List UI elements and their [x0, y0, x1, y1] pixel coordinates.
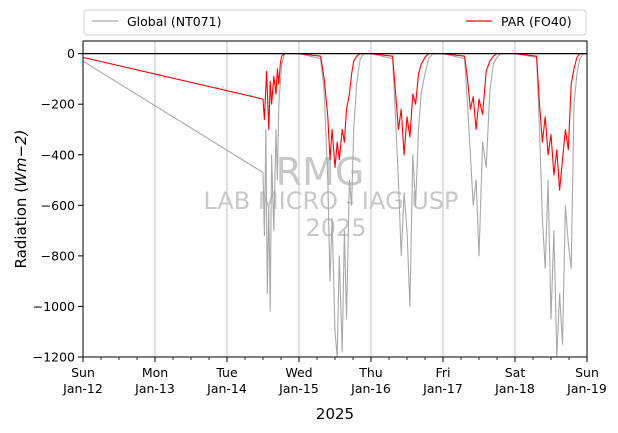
- x-tick-date: Jan-14: [206, 381, 247, 396]
- x-tick-weekday: Wed: [285, 365, 312, 380]
- x-axis-label: 2025: [316, 405, 354, 423]
- x-axis: SunJan-12MonJan-13TueJan-14WedJan-15ThuJ…: [62, 357, 607, 396]
- watermark: RMG LAB MICRO - IAG USP 2025: [203, 150, 458, 242]
- y-axis-label-suffix: −2): [12, 130, 30, 158]
- legend-box: [83, 9, 587, 36]
- x-tick-weekday: Mon: [142, 365, 168, 380]
- x-tick-date: Jan-13: [134, 381, 175, 396]
- y-axis: 0 −200 −400 −600 −800 −1000 −1200: [33, 46, 83, 365]
- legend: Global (NT071) PAR (FO40): [83, 9, 587, 36]
- y-tick-label: −200: [41, 97, 75, 112]
- watermark-year: 2025: [305, 214, 366, 242]
- plot-area: RMG LAB MICRO - IAG USP 2025: [82, 40, 588, 358]
- x-tick-weekday: Tue: [215, 365, 238, 380]
- y-tick-label: 0: [67, 46, 75, 61]
- y-tick-label: −1000: [33, 299, 75, 314]
- y-axis-label: Radiation (Wm−2): [12, 130, 30, 269]
- x-tick-date: Jan-12: [62, 381, 103, 396]
- y-tick-label: −1200: [33, 350, 75, 365]
- gridlines: [154, 41, 516, 357]
- x-tick-date: Jan-17: [422, 381, 463, 396]
- x-tick-weekday: Thu: [358, 365, 382, 380]
- x-tick-weekday: Sun: [71, 365, 95, 380]
- legend-global-label: Global (NT071): [127, 14, 221, 29]
- x-tick-weekday: Sat: [505, 365, 526, 380]
- y-axis-label-unit: Wm: [12, 157, 30, 186]
- y-axis-label-prefix: Radiation (: [12, 187, 30, 269]
- y-tick-label: −400: [41, 147, 75, 162]
- x-tick-date: Jan-15: [278, 381, 319, 396]
- x-tick-date: Jan-16: [350, 381, 391, 396]
- x-tick-date: Jan-19: [566, 381, 607, 396]
- x-tick-weekday: Sun: [575, 365, 599, 380]
- watermark-subtitle: LAB MICRO - IAG USP: [203, 187, 458, 215]
- series-global-line: [82, 53, 587, 358]
- y-tick-label: −600: [41, 198, 75, 213]
- x-tick-weekday: Fri: [436, 365, 451, 380]
- x-tick-date: Jan-18: [494, 381, 535, 396]
- legend-par-label: PAR (FO40): [501, 14, 572, 29]
- y-tick-label: −800: [41, 248, 75, 263]
